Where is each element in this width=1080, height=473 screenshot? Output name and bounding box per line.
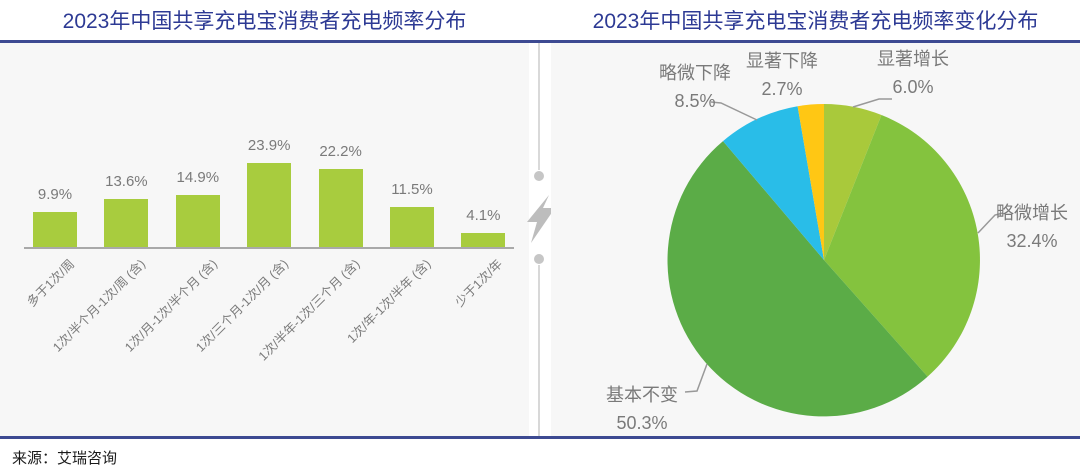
pie-slice-percent: 6.0% [892,77,934,97]
pie-slice-name: 显著下降 [746,51,818,71]
bar-value-label: 11.5% [391,181,433,198]
x-axis-line [24,247,514,249]
bar-value-label: 13.6% [105,173,148,190]
x-axis-category-label: 多于1次/周 [24,256,77,310]
pie-slice [667,141,928,417]
leader-line-unchanged [684,363,708,393]
bottom-divider-line [0,436,1080,439]
panel-divider [527,43,555,436]
divider-dot-bottom [534,254,544,264]
pie-slice-name: 基本不变 [606,385,678,405]
bar-chart-panel: 9.9% 多于1次/周 13.6% 1次/半个月-1次/周 (含) 14.9% 1次/月-… [0,43,529,436]
source-credit: 来源：艾瑞咨询 [12,450,118,467]
pie-slice-percent: 50.3% [616,413,668,433]
pie-slice [824,104,882,260]
x-axis-category-label: 少于1次/年 [452,256,506,310]
bar [175,195,220,247]
pie-chart-title: 2023年中国共享充电宝消费者充电频率变化分布 [592,10,1039,33]
bar-chart-title: 2023年中国共享充电宝消费者充电频率分布 [62,10,467,33]
leader-line-significant-increase [852,98,892,108]
pie-slice-label: 显著增长 6.0% [858,45,968,101]
leader-line-slight-decrease [710,101,758,121]
pie-slice-name: 显著增长 [877,49,949,69]
pie-slice [723,106,824,260]
bar [247,163,292,247]
pie-slice-percent: 2.7% [761,79,803,99]
divider-dot-top [534,171,544,181]
bar [104,199,149,247]
bar-value-label: 22.2% [319,143,362,160]
bar-value-label: 9.9% [37,186,73,203]
bar [33,212,77,247]
pie-slice-label: 略微增长 32.4% [977,199,1080,255]
panel-divider-strip [529,43,551,436]
top-divider-line [0,40,1080,43]
bar-value-label: 4.1% [466,207,501,224]
pie-slice-label: 略微下降 8.5% [640,59,750,115]
bar-value-label: 23.9% [247,137,291,154]
bar [390,207,434,247]
bar-value-label: 14.9% [176,169,220,186]
leader-line-slight-increase [977,212,1004,234]
leader-lines [684,98,1004,393]
pie-chart-panel: 显著增长 6.0% 略微增长 32.4% 基本不变 50.3% 略微下降 8.5% 显著下降 2.… [551,43,1080,436]
bar [461,233,506,247]
pie-slice [824,115,980,377]
pie-slice [797,103,824,260]
pie-slice-label: 显著下降 2.7% [727,47,837,103]
pie-slice-name: 略微增长 [996,203,1068,223]
pie-slice-label: 基本不变 50.3% [587,381,697,437]
pie-slice-percent: 8.5% [674,91,716,111]
pie-slice-name: 略微下降 [659,63,731,83]
lightning-icon [527,195,555,243]
bar [318,169,363,247]
pie-slice-percent: 32.4% [1006,231,1058,251]
